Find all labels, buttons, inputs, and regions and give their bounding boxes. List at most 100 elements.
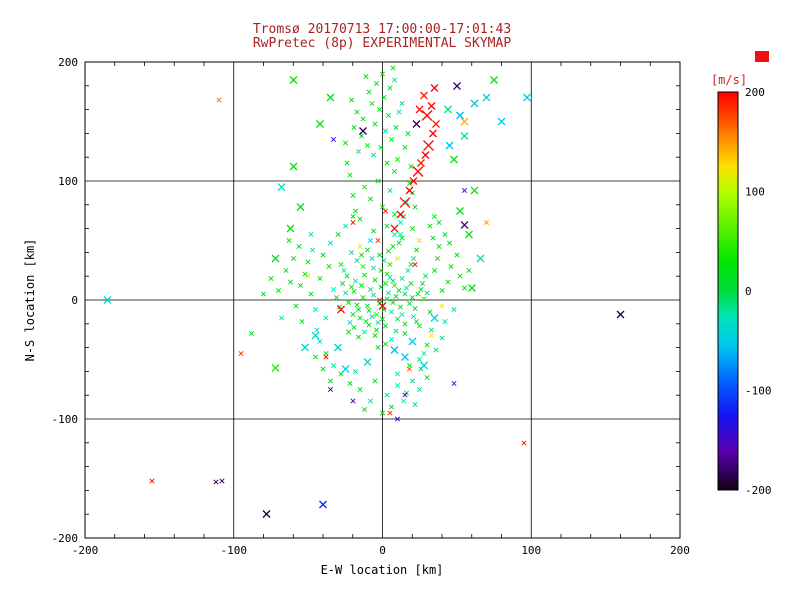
x-tick-label: -100 [221,544,248,557]
scatter-point [445,279,451,285]
scatter-point [355,306,362,313]
plot-border [84,61,681,539]
scatter-point [387,410,393,416]
scatter-point [367,237,374,244]
colorbar-tick-labels: 200 100 0 -100 -200 [745,86,772,497]
scatter-point [382,128,389,134]
scatter-point [521,440,527,446]
plot-title-line2: RwPretec (8p) EXPERIMENTAL SKYMAP [253,36,511,51]
scatter-point [402,144,408,151]
scatter-point [352,368,359,375]
scatter-point [470,99,479,108]
scatter-point [406,300,413,307]
scatter-point [385,248,392,254]
y-axis-label: N-S location [km] [23,239,37,362]
scatter-point [358,252,365,258]
scatter-point [351,324,357,331]
scatter-point [482,93,491,102]
scatter-point [456,207,464,215]
scatter-point [372,121,378,127]
scatter-point [376,106,383,113]
scatter-point [330,362,337,369]
scatter-point [523,93,531,102]
scatter-point [427,223,433,229]
scatter-point [402,392,408,398]
scatter-point [388,336,395,343]
scatter-point [405,186,414,195]
scatter-point [405,130,411,137]
scatter-point [361,406,368,413]
scatter-point [390,299,396,306]
scatter-point [394,371,401,377]
scatter-point [103,296,112,304]
scatter-point [446,240,453,246]
scatter-point [278,315,285,321]
scatter-point [370,265,377,271]
scatter-point [330,286,337,293]
colorbar-tick-label: 0 [745,285,752,298]
plot-title-line1: Tromsø 20170713 17:00:00-17:01:43 [253,22,511,37]
scatter-point [301,343,309,352]
scatter-point [289,162,298,171]
scatter-point [399,311,405,318]
scatter-point [364,303,371,309]
scatter-point [289,76,298,84]
scatter-point [364,142,371,149]
scatter-point [439,287,445,294]
scatter-point [376,297,383,303]
scatter-point [360,263,366,270]
scatter-point [408,261,414,268]
scatter-point [299,318,305,325]
scatter-point [360,294,366,301]
scatter-point [326,263,332,270]
scatter-point [420,361,428,370]
scatter-point [348,249,355,256]
scatter-point [375,344,381,351]
scatter-point [379,204,386,210]
scatter-point [397,219,404,226]
scatter-point [376,252,383,258]
scatter-point [408,337,417,346]
scatter-point [216,97,222,103]
scatter-point [342,223,349,229]
scatter-point [391,168,398,175]
scatter-point [428,332,435,339]
scatter-point [330,136,337,143]
grid-layer [85,62,680,538]
scatter-point [337,305,345,314]
scatter-point [400,213,407,220]
scatter-point [421,350,427,357]
scatter-point [367,286,374,293]
scatter-point [402,291,408,297]
scatter-point [379,71,386,77]
scatter-point [302,271,308,277]
scatter-point [287,279,294,285]
colorbar-unit-label: [m/s] [711,73,747,87]
scatter-point [385,112,392,119]
scatter-point [412,261,418,268]
x-tick-label: 200 [670,544,690,557]
scatter-point [341,365,350,373]
scatter-point [344,160,350,166]
scatter-point [378,144,384,151]
scatter-point [338,261,344,268]
scatter-point [399,235,405,241]
scatter-point [311,331,320,340]
scatter-point [384,271,390,277]
scatter-point [402,321,408,327]
scatter-point [434,255,441,262]
scatter-point [424,374,430,381]
scatter-point [350,213,356,220]
scatter-point [379,316,386,322]
x-tick-label: 100 [521,544,541,557]
scatter-point [405,267,411,274]
scatter-point [327,378,334,384]
scatter-point [400,398,407,404]
scatter-point [427,102,436,110]
scatter-point [399,100,405,107]
scatter-point [361,184,368,190]
scatter-point [297,282,304,289]
colorbar-tick-label: -200 [745,484,772,497]
scatter-point [445,141,454,150]
scatter-point [456,111,464,120]
